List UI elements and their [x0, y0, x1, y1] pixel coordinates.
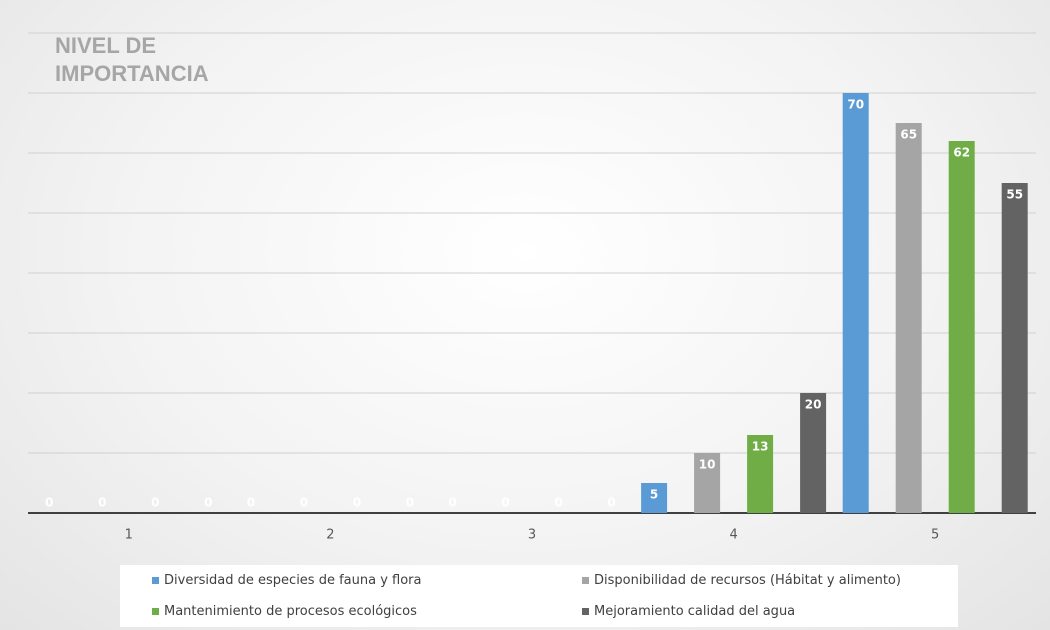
- data-label: 0: [98, 496, 106, 510]
- x-tick-label: 5: [931, 528, 939, 543]
- legend-label: Disponibilidad de recursos (Hábitat y al…: [594, 573, 901, 588]
- data-label: 5: [650, 488, 658, 502]
- data-label: 70: [847, 98, 864, 112]
- data-label: 0: [247, 496, 255, 510]
- data-label: 0: [406, 496, 414, 510]
- legend-label: Mejoramiento calidad del agua: [594, 604, 796, 619]
- data-label: 20: [805, 398, 822, 412]
- data-label: 0: [300, 496, 308, 510]
- legend-swatch: [582, 608, 589, 615]
- data-label: 0: [353, 496, 361, 510]
- bar: [641, 483, 668, 513]
- data-label: 0: [607, 496, 615, 510]
- x-tick-label: 1: [125, 528, 133, 543]
- data-label: 0: [554, 496, 562, 510]
- legend-swatch: [152, 608, 159, 615]
- data-label: 13: [752, 440, 769, 454]
- legend-label: Diversidad de especies de fauna y flora: [164, 573, 422, 588]
- x-tick-label: 4: [729, 528, 737, 543]
- chart-title: NIVEL DE IMPORTANCIA: [55, 33, 209, 86]
- x-tick-label: 2: [326, 528, 334, 543]
- legend-swatch: [152, 577, 159, 584]
- data-label: 0: [204, 496, 212, 510]
- data-label: 0: [501, 496, 509, 510]
- legend: Diversidad de especies de fauna y flora D…: [120, 565, 958, 627]
- bar: [948, 141, 975, 513]
- bar: [747, 435, 774, 513]
- bar: [1001, 183, 1028, 513]
- legend-item: Disponibilidad de recursos (Hábitat y al…: [550, 573, 958, 588]
- bar: [842, 93, 869, 513]
- bar: [694, 453, 721, 513]
- data-label: 0: [151, 496, 159, 510]
- x-tick-label: 3: [528, 528, 536, 543]
- legend-item: Mantenimiento de procesos ecológicos: [120, 604, 550, 619]
- legend-item: Diversidad de especies de fauna y flora: [120, 573, 550, 588]
- legend-item: Mejoramiento calidad del agua: [550, 604, 958, 619]
- data-label: 65: [900, 128, 917, 142]
- data-label: 10: [699, 458, 716, 472]
- legend-label: Mantenimiento de procesos ecológicos: [164, 604, 417, 619]
- data-label: 0: [45, 496, 53, 510]
- legend-swatch: [582, 577, 589, 584]
- bar: [895, 123, 922, 513]
- data-label: 0: [448, 496, 456, 510]
- bar: [800, 393, 827, 513]
- data-label: 62: [953, 146, 970, 160]
- data-label: 55: [1006, 188, 1023, 202]
